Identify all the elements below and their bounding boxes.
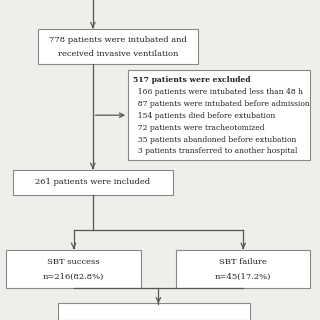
- Text: 3 patients transferred to another hospital: 3 patients transferred to another hospit…: [133, 148, 297, 156]
- Text: 166 patients were intubated less than 48 h: 166 patients were intubated less than 48…: [133, 88, 303, 96]
- Text: received invasive ventilation: received invasive ventilation: [58, 50, 179, 58]
- Text: 154 patients died before extubation: 154 patients died before extubation: [133, 112, 275, 120]
- FancyBboxPatch shape: [128, 70, 310, 160]
- Text: 517 patients were excluded: 517 patients were excluded: [133, 76, 251, 84]
- Text: 261 patients were included: 261 patients were included: [35, 179, 150, 186]
- FancyBboxPatch shape: [58, 303, 250, 320]
- FancyBboxPatch shape: [6, 250, 141, 288]
- Text: 778 patients were intubated and: 778 patients were intubated and: [50, 36, 187, 44]
- Text: 72 patients were tracheotomized: 72 patients were tracheotomized: [133, 124, 264, 132]
- Text: 35 patients abandoned before extubation: 35 patients abandoned before extubation: [133, 136, 296, 144]
- Text: n=216(82.8%): n=216(82.8%): [43, 273, 104, 281]
- Text: 87 patients were intubated before admission: 87 patients were intubated before admiss…: [133, 100, 309, 108]
- FancyBboxPatch shape: [13, 170, 173, 195]
- FancyBboxPatch shape: [38, 29, 198, 64]
- Text: SBT failure: SBT failure: [219, 258, 267, 266]
- Text: n=45(17.2%): n=45(17.2%): [215, 273, 271, 281]
- Text: SBT success: SBT success: [47, 258, 100, 266]
- FancyBboxPatch shape: [176, 250, 310, 288]
